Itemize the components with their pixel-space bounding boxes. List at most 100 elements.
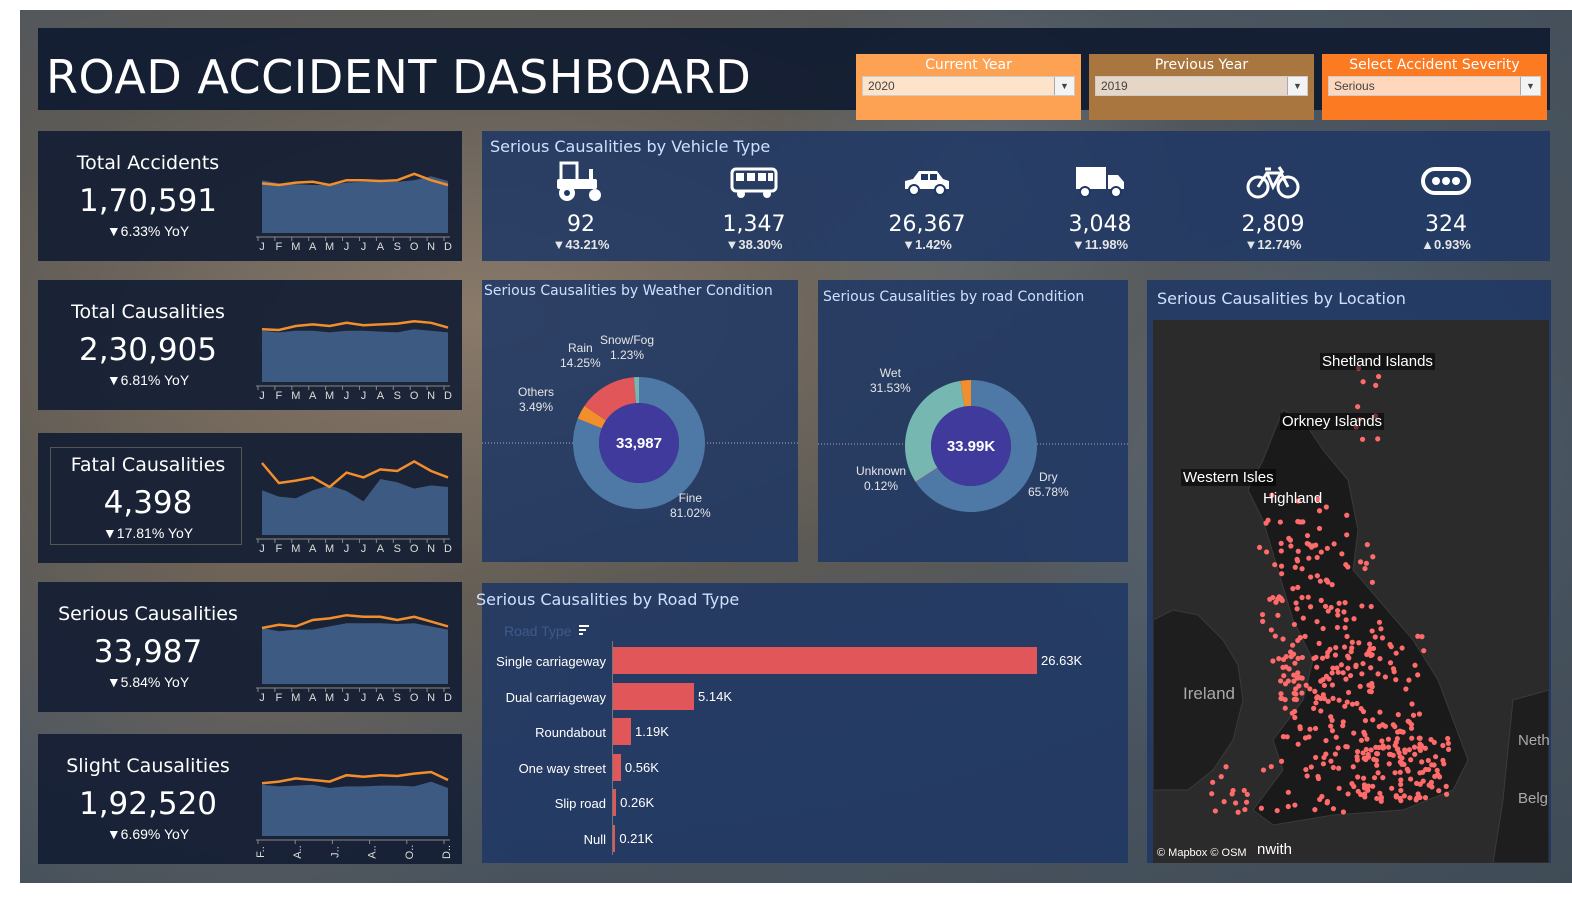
donut-slice[interactable] xyxy=(905,380,965,482)
accident-point[interactable] xyxy=(1359,671,1365,677)
accident-point[interactable] xyxy=(1293,600,1299,606)
accident-point[interactable] xyxy=(1304,773,1310,779)
accident-point[interactable] xyxy=(1317,796,1323,803)
accident-point[interactable] xyxy=(1276,656,1282,662)
accident-point[interactable] xyxy=(1374,751,1381,757)
chevron-down-icon[interactable]: ▼ xyxy=(1520,77,1540,95)
accident-point[interactable] xyxy=(1315,496,1321,502)
accident-point[interactable] xyxy=(1335,745,1341,751)
accident-point[interactable] xyxy=(1289,710,1295,716)
donut-slice[interactable] xyxy=(915,467,938,483)
accident-point[interactable] xyxy=(1325,608,1331,614)
accident-point[interactable] xyxy=(1332,751,1338,757)
accident-point[interactable] xyxy=(1291,678,1297,684)
accident-point[interactable] xyxy=(1361,755,1367,761)
accident-point[interactable] xyxy=(1360,379,1366,385)
accident-point[interactable] xyxy=(1293,686,1299,692)
accident-point[interactable] xyxy=(1302,633,1308,639)
accident-point[interactable] xyxy=(1349,645,1355,651)
accident-point[interactable] xyxy=(1295,548,1301,554)
accident-point[interactable] xyxy=(1218,774,1224,780)
accident-point[interactable] xyxy=(1336,765,1342,771)
accident-point[interactable] xyxy=(1397,769,1403,775)
accident-point[interactable] xyxy=(1295,741,1301,747)
accident-point[interactable] xyxy=(1401,793,1407,799)
accident-point[interactable] xyxy=(1320,625,1326,632)
accident-point[interactable] xyxy=(1380,775,1386,781)
accident-point[interactable] xyxy=(1371,775,1378,781)
accident-point[interactable] xyxy=(1359,603,1365,609)
accident-point[interactable] xyxy=(1368,665,1374,671)
accident-point[interactable] xyxy=(1344,512,1350,518)
accident-point[interactable] xyxy=(1335,612,1341,618)
accident-point[interactable] xyxy=(1268,763,1274,770)
accident-point[interactable] xyxy=(1314,664,1320,670)
accident-point[interactable] xyxy=(1398,787,1404,794)
accident-point[interactable] xyxy=(1316,508,1323,514)
accident-point[interactable] xyxy=(1349,639,1355,645)
accident-point[interactable] xyxy=(1443,783,1449,789)
accident-point[interactable] xyxy=(1436,788,1442,794)
accident-point[interactable] xyxy=(1382,723,1389,729)
accident-point[interactable] xyxy=(1314,618,1320,625)
accident-point[interactable] xyxy=(1306,734,1312,740)
sort-icon[interactable] xyxy=(578,623,592,637)
accident-point[interactable] xyxy=(1308,574,1314,580)
accident-point[interactable] xyxy=(1419,634,1425,640)
bar[interactable] xyxy=(612,789,617,816)
accident-point[interactable] xyxy=(1294,556,1300,562)
accident-point[interactable] xyxy=(1440,742,1446,749)
accident-point[interactable] xyxy=(1407,776,1414,782)
accident-point[interactable] xyxy=(1385,736,1392,742)
accident-point[interactable] xyxy=(1235,809,1241,815)
accident-point[interactable] xyxy=(1363,560,1370,566)
accident-point[interactable] xyxy=(1334,624,1341,631)
accident-point[interactable] xyxy=(1378,798,1384,804)
accident-point[interactable] xyxy=(1287,649,1294,655)
accident-point[interactable] xyxy=(1336,785,1342,791)
accident-point[interactable] xyxy=(1355,774,1361,780)
accident-point[interactable] xyxy=(1415,633,1421,639)
accident-point[interactable] xyxy=(1291,672,1297,678)
accident-point[interactable] xyxy=(1324,545,1330,551)
accident-point[interactable] xyxy=(1361,729,1367,735)
accident-point[interactable] xyxy=(1265,517,1271,523)
accident-point[interactable] xyxy=(1229,791,1235,797)
accident-point[interactable] xyxy=(1370,717,1376,723)
accident-point[interactable] xyxy=(1344,633,1350,640)
accident-point[interactable] xyxy=(1327,646,1333,653)
accident-point[interactable] xyxy=(1338,662,1344,668)
current-year-filter[interactable]: Current Year 2020 ▼ xyxy=(856,54,1081,120)
accident-point[interactable] xyxy=(1303,766,1309,773)
vehicle-bus[interactable]: 1,347 ▼38.30% xyxy=(679,159,829,252)
accident-point[interactable] xyxy=(1259,611,1266,618)
accident-point[interactable] xyxy=(1445,740,1451,746)
accident-point[interactable] xyxy=(1291,690,1297,696)
accident-point[interactable] xyxy=(1297,675,1303,681)
accident-point[interactable] xyxy=(1422,795,1429,801)
accident-point[interactable] xyxy=(1367,641,1373,647)
accident-point[interactable] xyxy=(1263,549,1270,555)
current-year-select[interactable]: 2020 ▼ xyxy=(862,76,1075,96)
accident-point[interactable] xyxy=(1426,782,1432,788)
accident-point[interactable] xyxy=(1409,701,1415,707)
accident-point[interactable] xyxy=(1335,669,1341,675)
accident-point[interactable] xyxy=(1345,564,1351,570)
accident-point[interactable] xyxy=(1278,548,1284,554)
accident-point[interactable] xyxy=(1360,750,1366,756)
accident-point[interactable] xyxy=(1312,807,1318,813)
accident-point[interactable] xyxy=(1408,725,1415,731)
accident-point[interactable] xyxy=(1398,777,1404,783)
accident-point[interactable] xyxy=(1221,799,1227,805)
accident-point[interactable] xyxy=(1269,492,1275,498)
accident-point[interactable] xyxy=(1374,762,1380,768)
accident-point[interactable] xyxy=(1414,795,1420,801)
accident-point[interactable] xyxy=(1341,609,1347,615)
accident-point[interactable] xyxy=(1377,709,1383,715)
accident-point[interactable] xyxy=(1285,803,1291,810)
accident-point[interactable] xyxy=(1306,555,1312,561)
accident-point[interactable] xyxy=(1359,436,1366,442)
accident-point[interactable] xyxy=(1361,785,1368,791)
accident-point[interactable] xyxy=(1362,565,1368,572)
accident-point[interactable] xyxy=(1272,562,1278,568)
